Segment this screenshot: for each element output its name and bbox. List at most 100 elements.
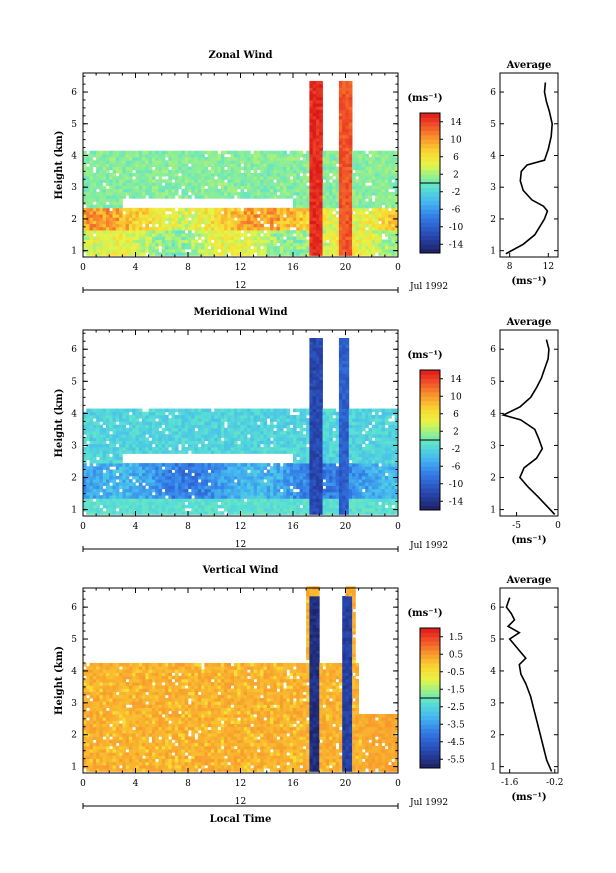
heatmap-cell: [243, 233, 248, 237]
heatmap-cell: [181, 511, 186, 515]
heatmap-cell: [220, 511, 225, 515]
heatmap-cell: [293, 179, 297, 183]
heatmap-cell: [197, 160, 202, 164]
heatmap-cell: [263, 504, 268, 509]
heatmap-cell: [201, 482, 205, 486]
heatmap-cell: [201, 182, 205, 187]
heatmap-cell: [322, 198, 327, 202]
heatmap-cell: [214, 249, 218, 253]
heatmap-cell: [355, 249, 360, 253]
heatmap-cell: [220, 443, 225, 448]
heatmap-cell: [168, 511, 172, 515]
heatmap-cell: [263, 421, 268, 426]
heatmap-cell: [151, 466, 156, 470]
heatmap-cell: [122, 166, 127, 171]
heatmap-cell: [145, 431, 150, 435]
heatmap-cell: [217, 157, 222, 161]
heatmap-cell: [142, 153, 146, 158]
heatmap-cell: [102, 498, 107, 502]
heatmap-cell: [394, 211, 399, 215]
heatmap-cell: [115, 166, 120, 171]
heatmap-cell: [309, 188, 314, 193]
heatmap-cell: [201, 211, 205, 215]
heatmap-cell: [128, 431, 133, 435]
heatmap-cell: [237, 418, 241, 422]
heatmap-cell: [243, 482, 248, 486]
heatmap-cell: [322, 252, 327, 256]
heatmap-cell: [119, 485, 123, 490]
heatmap-cell: [260, 447, 264, 451]
heatmap-cell: [99, 479, 104, 483]
heatmap-cell: [381, 198, 386, 202]
heatmap-cell: [119, 252, 123, 256]
heatmap-cell: [171, 431, 176, 435]
heatmap-cell: [230, 172, 235, 177]
heatmap-cell: [319, 125, 323, 129]
heatmap-cell: [309, 144, 314, 148]
heatmap-cell: [122, 153, 127, 158]
heatmap-cell: [210, 191, 215, 196]
heatmap-cell: [338, 207, 343, 212]
heatmap-cell: [161, 220, 166, 225]
heatmap-cell: [92, 475, 97, 480]
heatmap-cell: [378, 166, 382, 171]
heatmap-cell: [184, 440, 189, 445]
heatmap-cell: [191, 179, 195, 183]
heatmap-cell: [105, 195, 110, 199]
heatmap-cell: [148, 153, 153, 158]
heatmap-cell: [102, 437, 107, 442]
colorbar-tick-label: 10: [450, 135, 462, 145]
heatmap-cell: [260, 176, 264, 180]
heatmap-cell: [115, 150, 120, 155]
heatmap-cell: [112, 450, 117, 454]
heatmap-cell: [142, 226, 146, 231]
heatmap-cell: [168, 195, 172, 199]
heatmap-cell: [122, 236, 127, 240]
heatmap-cell: [388, 233, 392, 237]
heatmap-cell: [148, 242, 153, 247]
heatmap-cell: [194, 176, 199, 180]
heatmap-cell: [122, 242, 127, 247]
heatmap-cell: [145, 153, 150, 158]
heatmap-cell: [375, 188, 379, 193]
heatmap-cell: [227, 172, 232, 177]
heatmap-cell: [247, 485, 251, 490]
heatmap-cell: [243, 411, 248, 416]
heatmap-cell: [145, 488, 150, 493]
heatmap-cell: [151, 482, 156, 486]
heatmap-cell: [260, 421, 264, 426]
heatmap-cell: [335, 211, 340, 215]
heatmap-cell: [233, 437, 238, 442]
heatmap-cell: [165, 482, 169, 486]
heatmap-cell: [220, 495, 225, 499]
heatmap-cell: [145, 466, 150, 470]
heatmap-cell: [135, 485, 140, 490]
heatmap-cell: [119, 440, 123, 445]
heatmap-cell: [207, 491, 212, 496]
heatmap-cell: [155, 214, 159, 218]
heatmap-cell: [184, 185, 189, 190]
heatmap-cell: [217, 466, 222, 470]
heatmap-cell: [201, 466, 205, 470]
y-tick-label: 4: [71, 151, 77, 161]
heatmap-cell: [188, 485, 192, 490]
heatmap-cell: [155, 450, 159, 454]
heatmap-cell: [260, 414, 264, 419]
heatmap-cell: [178, 408, 182, 413]
heatmap-cell: [178, 249, 182, 253]
heatmap-cell: [293, 153, 297, 158]
heatmap-cell: [299, 204, 304, 209]
heatmap-cell: [243, 191, 248, 196]
heatmap-cell: [256, 185, 261, 190]
heatmap-cell: [210, 207, 215, 212]
heatmap-cell: [266, 408, 271, 413]
heatmap-cell: [168, 482, 172, 486]
heatmap-cell: [299, 252, 304, 256]
heatmap-cell: [263, 482, 268, 486]
heatmap-cell: [83, 463, 87, 467]
heatmap-cell: [371, 185, 376, 190]
heatmap-cell: [309, 80, 314, 85]
heatmap-cell: [243, 176, 248, 180]
heatmap-cell: [135, 488, 140, 493]
heatmap-cell: [112, 191, 117, 196]
